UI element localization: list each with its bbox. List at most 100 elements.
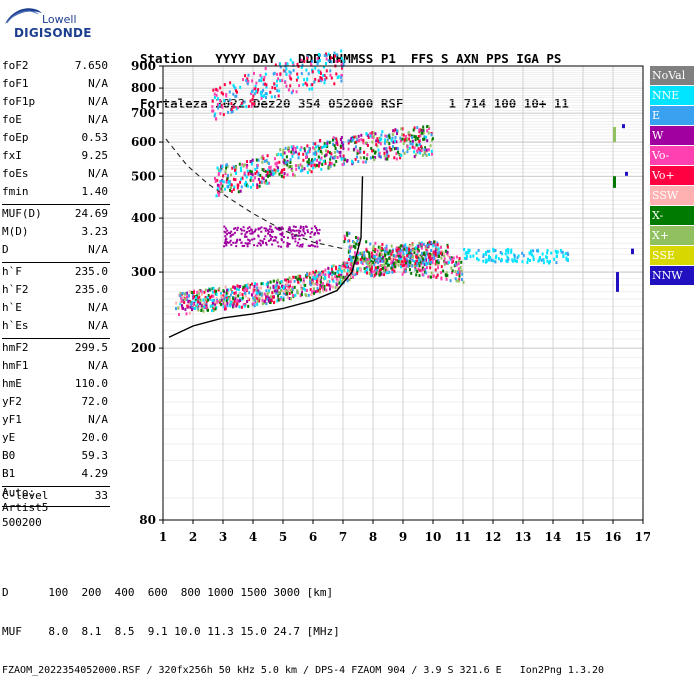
echo-point: [488, 249, 491, 253]
echo-point: [421, 131, 424, 135]
echo-point: [213, 305, 216, 309]
echo-point: [414, 135, 417, 139]
echo-point: [240, 169, 243, 173]
echo-point: [235, 89, 237, 93]
auto-version: 500200: [2, 516, 42, 529]
echo-point: [263, 180, 266, 184]
echo-point: [284, 62, 287, 66]
echo-point: [264, 169, 267, 173]
echo-point: [395, 140, 398, 144]
echo-point: [286, 245, 289, 248]
echo-point: [616, 272, 619, 292]
echo-point: [276, 281, 279, 285]
echo-point: [373, 258, 376, 262]
echo-point: [336, 149, 339, 153]
echo-point: [179, 291, 182, 295]
echo-point: [225, 242, 228, 245]
echo-point: [198, 295, 201, 299]
param-row-fof1p: foF1p N/A: [2, 95, 108, 113]
echo-point: [510, 250, 513, 254]
echo-point: [205, 306, 208, 310]
echo-point: [206, 296, 209, 299]
x-tick-label: 5: [279, 530, 287, 544]
echo-point: [254, 300, 257, 304]
echo-point: [320, 145, 323, 149]
echo-point: [339, 154, 342, 158]
echo-point: [306, 78, 309, 82]
echo-point: [402, 149, 405, 153]
echo-point: [199, 302, 202, 306]
echo-point: [487, 249, 489, 253]
echo-point: [395, 254, 398, 258]
echo-point: [272, 172, 275, 176]
echo-point: [332, 136, 335, 140]
echo-point: [279, 65, 282, 69]
echo-point: [254, 295, 256, 299]
echo-point: [419, 134, 422, 138]
echo-point: [236, 298, 239, 302]
echo-point: [416, 248, 419, 252]
echo-point: [290, 165, 293, 168]
echo-point: [385, 250, 388, 254]
echo-point: [549, 260, 551, 264]
echo-point: [403, 263, 406, 267]
param-name: MUF(D): [2, 207, 42, 220]
echo-point: [283, 159, 286, 163]
echo-point: [293, 285, 296, 289]
echo-point: [340, 282, 343, 286]
echo-point: [276, 299, 279, 303]
echo-point: [383, 147, 386, 151]
echo-point: [488, 254, 490, 258]
echo-point: [257, 172, 260, 176]
echo-point: [333, 156, 336, 160]
echo-point: [311, 87, 314, 91]
echo-point: [299, 169, 302, 173]
echo-point: [335, 277, 338, 281]
echo-point: [361, 256, 364, 260]
echo-point: [359, 267, 362, 271]
echo-point: [342, 154, 345, 158]
echo-point: [227, 174, 229, 178]
echo-point: [317, 271, 320, 274]
echo-point: [332, 156, 335, 160]
echo-point: [426, 244, 429, 248]
echo-point: [291, 286, 294, 289]
echo-point: [329, 157, 332, 161]
echo-point: [318, 239, 321, 242]
echo-point: [377, 153, 380, 157]
echo-point: [323, 288, 326, 291]
echo-point: [362, 138, 365, 142]
echo-point: [426, 139, 429, 143]
echo-point: [422, 125, 425, 129]
echo-point: [199, 299, 202, 303]
echo-point: [401, 260, 404, 264]
echo-point: [228, 296, 231, 300]
echo-point: [431, 261, 434, 265]
echo-point: [197, 291, 200, 295]
echo-point: [262, 282, 265, 286]
echo-point: [307, 272, 310, 276]
echo-point: [385, 247, 388, 251]
echo-point: [292, 68, 295, 72]
echo-point: [323, 154, 326, 158]
echo-point: [287, 88, 290, 92]
echo-point: [283, 289, 286, 293]
echo-point: [235, 291, 237, 295]
echo-point: [412, 255, 414, 259]
echo-point: [314, 66, 317, 70]
echo-point: [209, 304, 212, 308]
echo-point: [395, 157, 398, 161]
echo-point: [280, 239, 283, 242]
echo-point: [236, 186, 239, 190]
echo-point: [234, 227, 237, 230]
echo-point: [400, 257, 403, 261]
echo-point: [408, 245, 411, 249]
echo-point: [318, 53, 321, 57]
legend-noval: NoVal: [650, 66, 694, 85]
echo-point: [250, 282, 253, 286]
echo-point: [391, 249, 394, 253]
echo-point: [290, 288, 293, 292]
echo-point: [184, 307, 187, 311]
echo-point: [253, 87, 256, 91]
echo-point: [376, 253, 379, 257]
